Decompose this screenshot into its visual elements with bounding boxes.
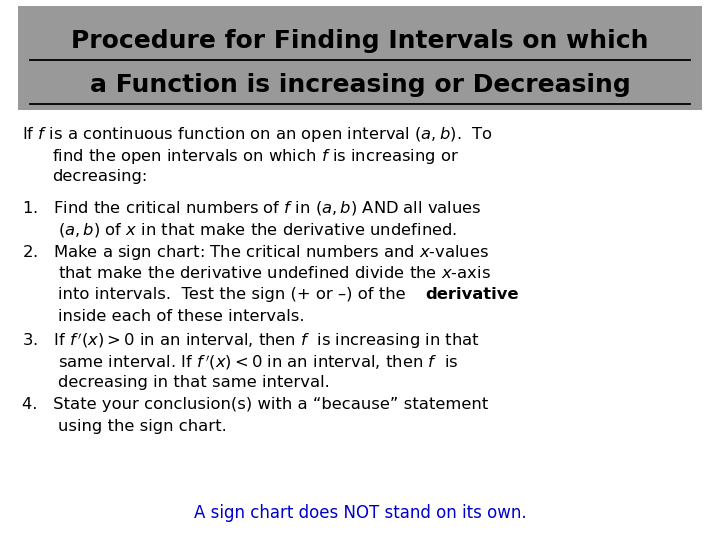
Text: Procedure for Finding Intervals on which: Procedure for Finding Intervals on which (71, 29, 649, 53)
Text: 4.   State your conclusion(s) with a “because” statement: 4. State your conclusion(s) with a “beca… (22, 397, 488, 412)
Text: that make the derivative undefined divide the $x$-axis: that make the derivative undefined divid… (58, 265, 491, 281)
Text: A sign chart does NOT stand on its own.: A sign chart does NOT stand on its own. (194, 504, 526, 522)
Text: 1.   Find the critical numbers of $f$ in $(a,b)$ AND all values: 1. Find the critical numbers of $f$ in $… (22, 199, 482, 217)
Text: find the open intervals on which $f$ is increasing or: find the open intervals on which $f$ is … (52, 147, 459, 166)
Text: into intervals.  Test the sign (+ or –) of the: into intervals. Test the sign (+ or –) o… (58, 287, 411, 302)
Text: 3.   If $f\,'(x) > 0$ in an interval, then $f$  is increasing in that: 3. If $f\,'(x) > 0$ in an interval, then… (22, 331, 480, 352)
Text: a Function is increasing or Decreasing: a Function is increasing or Decreasing (89, 73, 631, 97)
FancyBboxPatch shape (18, 6, 702, 110)
Text: decreasing in that same interval.: decreasing in that same interval. (58, 375, 330, 390)
Text: $(a,b)$ of $x$ in that make the derivative undefined.: $(a,b)$ of $x$ in that make the derivati… (58, 221, 457, 239)
Text: 2.   Make a sign chart: The critical numbers and $x$-values: 2. Make a sign chart: The critical numbe… (22, 243, 490, 262)
Text: decreasing:: decreasing: (52, 169, 148, 184)
Text: inside each of these intervals.: inside each of these intervals. (58, 309, 305, 324)
Text: derivative: derivative (425, 287, 518, 302)
Text: using the sign chart.: using the sign chart. (58, 419, 227, 434)
Text: same interval. If $f\,'(x) < 0$ in an interval, then $f$  is: same interval. If $f\,'(x) < 0$ in an in… (58, 353, 459, 372)
Text: If $f$ is a continuous function on an open interval $(a,b)$.  To: If $f$ is a continuous function on an op… (22, 125, 493, 144)
